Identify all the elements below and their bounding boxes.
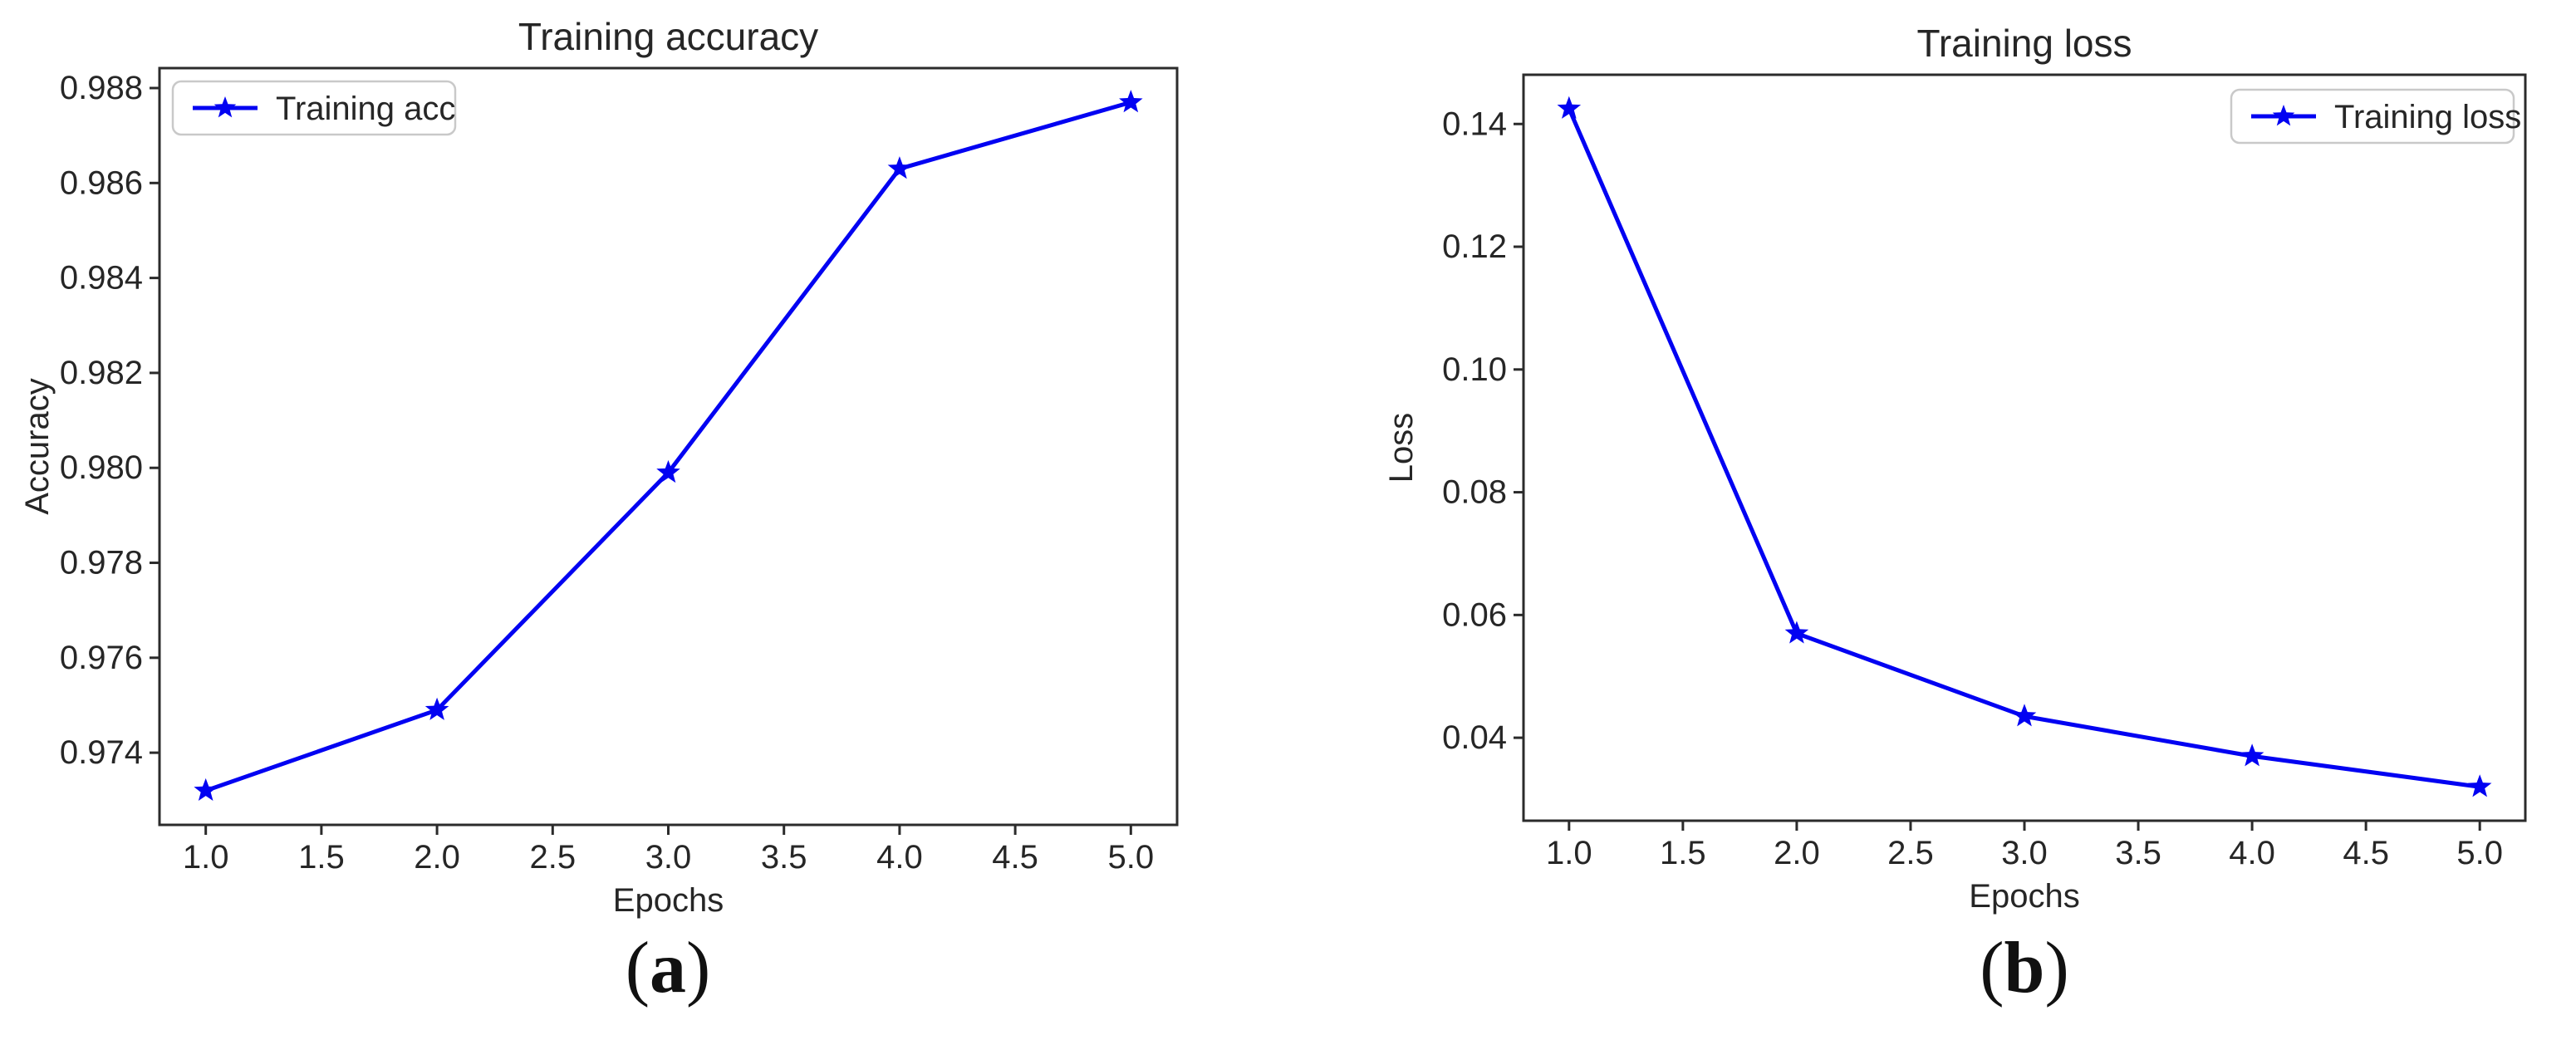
x-tick-label: 4.5 bbox=[992, 839, 1038, 876]
legend-sample-marker bbox=[2272, 105, 2295, 126]
x-tick-label: 1.0 bbox=[183, 839, 229, 876]
y-tick-label: 0.986 bbox=[60, 164, 143, 201]
x-tick-label: 1.5 bbox=[1660, 835, 1706, 871]
data-point-marker bbox=[1784, 621, 1809, 644]
loss-plot-svg: Training loss Epochs Loss 1.0 1.5 2.0 2.5 3.0 3.… bbox=[1383, 22, 2527, 915]
panel-label-letter: a bbox=[650, 928, 686, 1008]
x-tick-label: 4.0 bbox=[2229, 835, 2275, 871]
x-tick-label: 2.5 bbox=[1887, 835, 1934, 871]
x-tick-label: 1.0 bbox=[1546, 835, 1592, 871]
panel-label-b: (b) bbox=[1858, 928, 2191, 1009]
chart-title: Training accuracy bbox=[518, 15, 818, 58]
y-tick-label: 0.14 bbox=[1442, 105, 1507, 142]
series-line bbox=[1567, 107, 2480, 789]
panel-label-open-paren: ( bbox=[1980, 928, 2004, 1008]
data-point-marker bbox=[194, 778, 218, 801]
legend-label: Training loss bbox=[2334, 99, 2521, 135]
legend-sample-marker bbox=[213, 96, 237, 118]
series-line bbox=[204, 100, 1132, 793]
y-tick-label: 0.12 bbox=[1442, 228, 1507, 265]
legend-box bbox=[171, 80, 457, 136]
x-axis-label: Epochs bbox=[613, 882, 724, 919]
data-point-marker bbox=[2240, 743, 2264, 767]
x-tick-label: 3.0 bbox=[2001, 835, 2048, 871]
data-point-marker bbox=[887, 156, 912, 179]
legend-label: Training acc bbox=[276, 91, 455, 127]
x-tick-label: 2.0 bbox=[1774, 835, 1820, 871]
data-point-marker bbox=[2467, 774, 2492, 797]
panel-label-a: (a) bbox=[502, 928, 834, 1009]
y-tick-label: 0.988 bbox=[60, 70, 143, 106]
data-point-marker bbox=[424, 697, 449, 720]
x-tick-label: 1.5 bbox=[298, 839, 345, 876]
plot-frame bbox=[158, 66, 1179, 827]
x-tick-label: 2.0 bbox=[414, 839, 460, 876]
y-tick-label: 0.974 bbox=[60, 734, 143, 771]
y-tick-label: 0.978 bbox=[60, 545, 143, 581]
x-tick-label: 3.0 bbox=[645, 839, 692, 876]
y-axis-label: Accuracy bbox=[19, 378, 56, 515]
panel-label-close-paren: ) bbox=[686, 928, 711, 1008]
training-loss-figure: Training loss Epochs Loss 1.0 1.5 2.0 2.5 3.0 3.… bbox=[1288, 0, 2576, 1045]
y-tick-label: 0.976 bbox=[60, 640, 143, 676]
panel-label-open-paren: ( bbox=[625, 928, 650, 1008]
x-tick-label: 3.5 bbox=[2115, 835, 2161, 871]
chart-title: Training loss bbox=[1916, 22, 2132, 65]
y-tick-label: 0.980 bbox=[60, 449, 143, 486]
x-tick-label: 4.5 bbox=[2343, 835, 2389, 871]
x-tick-label: 4.0 bbox=[876, 839, 923, 876]
x-tick-label: 2.5 bbox=[529, 839, 576, 876]
x-tick-label: 5.0 bbox=[1108, 839, 1155, 876]
accuracy-plot-svg: Training accuracy Epochs Accuracy 1.0 1.5 2.0… bbox=[19, 15, 1179, 919]
data-point-marker bbox=[2012, 704, 2037, 727]
data-point-marker bbox=[1119, 90, 1143, 113]
y-tick-label: 0.982 bbox=[60, 355, 143, 391]
x-tick-label: 5.0 bbox=[2456, 835, 2503, 871]
y-tick-label: 0.04 bbox=[1442, 719, 1507, 756]
x-tick-label: 3.5 bbox=[761, 839, 807, 876]
panel-label-letter: b bbox=[2004, 928, 2045, 1008]
legend-box bbox=[2230, 88, 2515, 145]
y-tick-label: 0.984 bbox=[60, 260, 143, 297]
y-tick-label: 0.08 bbox=[1442, 474, 1507, 511]
data-point-marker bbox=[1557, 96, 1582, 119]
x-axis-label: Epochs bbox=[1969, 878, 2079, 915]
panel-label-close-paren: ) bbox=[2044, 928, 2069, 1008]
data-point-marker bbox=[656, 459, 680, 483]
y-tick-label: 0.06 bbox=[1442, 596, 1507, 633]
y-tick-label: 0.10 bbox=[1442, 351, 1507, 388]
y-axis-label: Loss bbox=[1383, 413, 1420, 483]
training-accuracy-figure: Training accuracy Epochs Accuracy 1.0 1.5 2.0… bbox=[19, 15, 1179, 1009]
